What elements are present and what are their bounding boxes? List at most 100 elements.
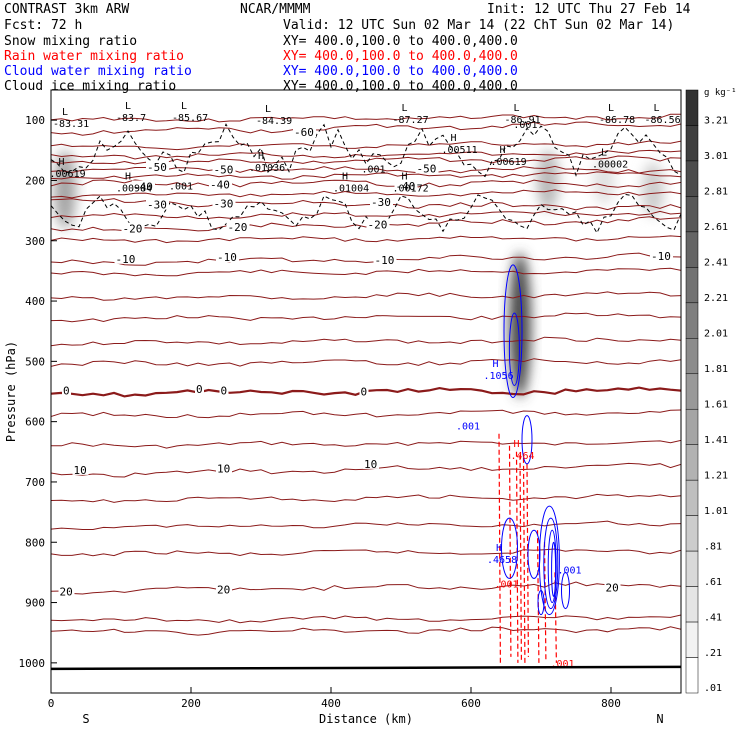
center-name: NCAR/MMMM xyxy=(240,2,311,17)
colorbar-swatch xyxy=(685,302,699,339)
cloud-water-contour xyxy=(508,312,520,386)
extremum-marker: L xyxy=(514,103,520,114)
colorbar-label: 1.61 xyxy=(704,399,728,410)
extremum-marker: L xyxy=(62,107,68,118)
cloud-water-contour xyxy=(547,529,557,604)
temperature-label-bg xyxy=(58,585,75,597)
plot-frame xyxy=(50,89,682,694)
colorbar-swatch xyxy=(685,89,699,126)
extremum-value: -87.27 xyxy=(393,115,429,126)
temperature-label-bg xyxy=(121,222,145,234)
temperature-label-bg xyxy=(114,252,138,264)
colorbar-swatch xyxy=(685,267,699,304)
y-tick-label: 700 xyxy=(25,476,45,489)
temperature-label: -40 xyxy=(133,180,153,193)
colorbar-label: .21 xyxy=(704,648,722,659)
rain-water-contour xyxy=(498,433,501,663)
extremum-marker: H xyxy=(125,172,131,183)
rain-water-contour xyxy=(554,572,557,663)
rain-water-max-marker: H xyxy=(514,439,520,450)
extremum-marker: H xyxy=(258,151,264,162)
temperature-label-bg xyxy=(195,383,204,395)
temperature-label-bg xyxy=(293,126,316,138)
colorbar-label: .41 xyxy=(704,612,722,623)
cloud-ice-contours xyxy=(51,123,681,234)
extremum-marker: L xyxy=(601,148,607,159)
contour-value-label: .001 xyxy=(558,565,582,576)
temperature-label: -30 xyxy=(214,197,234,210)
temperature-label-bg xyxy=(604,581,621,593)
temperature-label-bg xyxy=(209,178,232,190)
temperature-label-bg xyxy=(146,161,169,173)
cloud-water-contours xyxy=(501,264,570,616)
temperature-label: -40 xyxy=(396,180,416,193)
temperature-label: 10 xyxy=(364,458,377,471)
temperature-label-bg xyxy=(132,180,155,192)
temperature-label-bg xyxy=(62,384,71,396)
x-end-label-south: S xyxy=(82,712,89,726)
extremum-marker: L xyxy=(181,101,187,112)
y-tick-label: 800 xyxy=(25,536,45,549)
temperature-contour--30 xyxy=(51,198,681,211)
extremum-value: .00619 xyxy=(491,157,527,168)
temperature-contour-line xyxy=(51,493,681,503)
temperature-label: -20 xyxy=(228,221,248,234)
ground-surface-line xyxy=(50,665,682,671)
temperature-label: 10 xyxy=(74,464,87,477)
colorbar-swatch xyxy=(685,444,699,481)
temperature-contour-line xyxy=(51,149,681,160)
y-tick-label: 500 xyxy=(25,355,45,368)
colorbar-swatch xyxy=(685,160,699,197)
temperature-label: 0 xyxy=(196,383,203,396)
temperature-contour-10 xyxy=(51,462,681,478)
extremum-value: -86.56 xyxy=(645,115,681,126)
temperature-label-bg xyxy=(216,251,239,263)
contour-value-label: .001 xyxy=(513,120,537,131)
colorbar-swatch xyxy=(685,657,699,694)
y-tick-label: 200 xyxy=(25,174,45,187)
extremum-value: -83.7 xyxy=(116,113,146,124)
snow-plume xyxy=(537,150,559,211)
temperature-label-bg xyxy=(72,463,89,475)
temperature-contour--10 xyxy=(51,252,681,266)
extremum-marker: H xyxy=(402,172,408,183)
colorbar-label: 2.41 xyxy=(704,258,728,269)
cloud-water-max-value: .4658 xyxy=(487,555,517,566)
temperature-label-bg xyxy=(370,196,393,208)
cloud-water-contour xyxy=(561,571,570,610)
temperature-contour-line xyxy=(51,113,681,123)
contour-value-label: .001 xyxy=(169,181,193,192)
field-label-cloud-water: Cloud water mixing ratio xyxy=(4,64,192,79)
y-tick-label: 300 xyxy=(25,235,45,248)
colorbar-swatch xyxy=(685,231,699,268)
temperature-label: 20 xyxy=(606,581,619,594)
temperature-label: 20 xyxy=(217,583,230,596)
extremum-value: -85.67 xyxy=(172,113,208,124)
colorbar-label: 1.81 xyxy=(704,364,728,375)
temperature-contour-20 xyxy=(51,581,681,595)
colorbar-label: 2.21 xyxy=(704,293,728,304)
colorbar-swatch xyxy=(685,196,699,233)
field-label-rain: Rain water mixing ratio xyxy=(4,49,185,64)
colorbar-label: 1.21 xyxy=(704,470,728,481)
contour-value-label: .001 xyxy=(551,659,575,670)
colorbar-label: 2.01 xyxy=(704,329,728,340)
field-xy-cloud-water: XY= 400.0,100.0 to 400.0,400.0 xyxy=(283,64,518,79)
contour-value-label: .001 xyxy=(362,164,386,175)
extremum-marker: L xyxy=(402,103,408,114)
temperature-label-bg xyxy=(373,254,397,266)
temperature-label: -50 xyxy=(214,164,234,177)
x-tick-label: 600 xyxy=(461,697,481,710)
colorbar-swatch xyxy=(685,479,699,516)
extremum-value: .00619 xyxy=(50,169,86,180)
y-tick-label: 1000 xyxy=(19,657,46,670)
temperature-label-bg xyxy=(226,220,250,232)
extremum-value: .01004 xyxy=(333,184,369,195)
temperature-contour-line xyxy=(51,336,681,347)
colorbar-unit: g kg⁻¹ xyxy=(704,88,737,98)
valid-time: Valid: 12 UTC Sun 02 Mar 14 (22 ChT Sun … xyxy=(283,18,675,33)
init-time: Init: 12 UTC Thu 27 Feb 14 xyxy=(487,2,691,17)
forecast-hour: Fcst: 72 h xyxy=(4,18,83,33)
field-xy-snow: XY= 400.0,100.0 to 400.0,400.0 xyxy=(283,34,518,49)
rain-water-contour xyxy=(508,445,512,657)
